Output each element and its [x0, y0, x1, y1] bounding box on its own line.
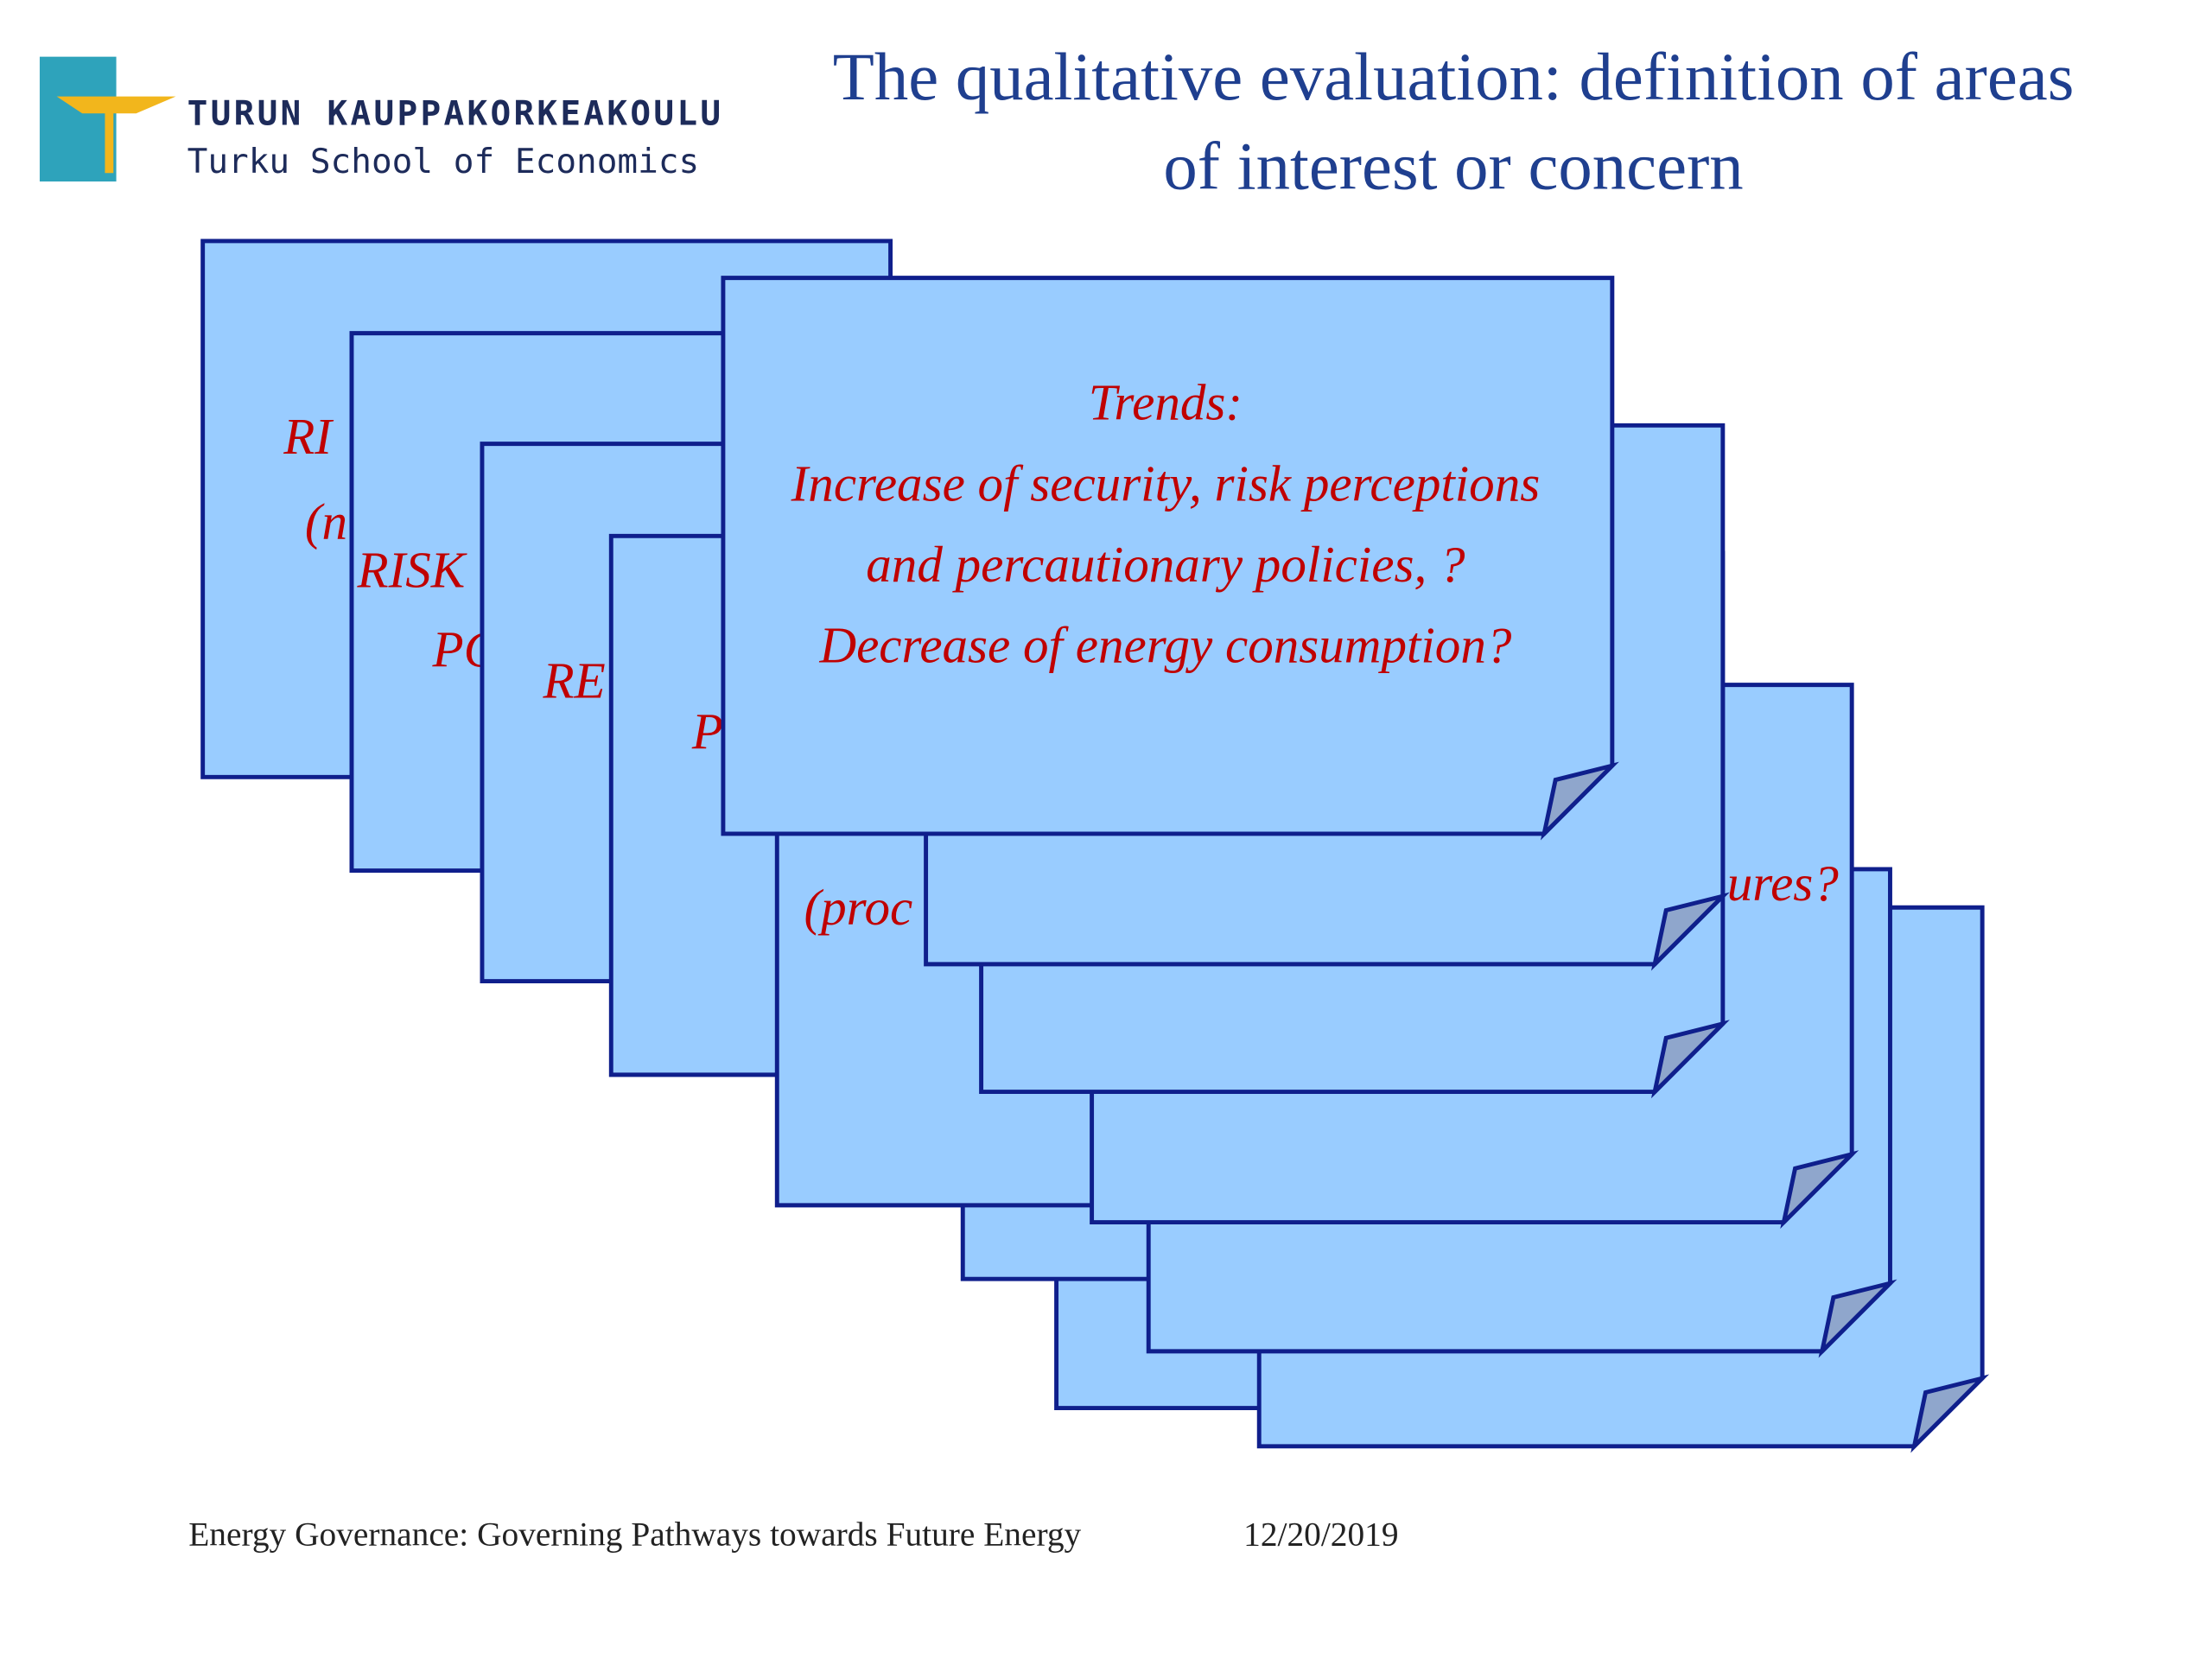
card-fold [1540, 761, 1619, 841]
footer-date: 12/20/2019 [1243, 1516, 1398, 1554]
trends-line: Decrease of energy consumption? [818, 616, 1511, 673]
logo-line1: TURUN KAUPPAKORKEAKOULU [188, 93, 724, 133]
card-text: (proc [804, 879, 912, 936]
logo-square [39, 56, 117, 182]
trends-line: and percautionary policies, ? [866, 536, 1465, 593]
card-fold [1650, 1020, 1730, 1099]
logo-emblem [56, 96, 176, 174]
card-fold [1910, 1374, 1990, 1453]
card-fold [1650, 892, 1730, 971]
card-text: P [691, 702, 723, 760]
card-fold [1780, 1150, 1859, 1230]
card-text: (n [305, 493, 347, 550]
footer-text: Energy Governance: Governing Pathways to… [188, 1516, 1081, 1554]
trends-line: Increase of security, risk perceptions [791, 454, 1541, 512]
card-text: RISK [357, 541, 467, 598]
card-text: RE [543, 652, 606, 709]
card-fold [1818, 1279, 1897, 1358]
card-text: RI [283, 408, 334, 465]
trends-line: Trends: [1089, 374, 1243, 431]
title-line: of interest or concern [1163, 129, 1743, 204]
logo-line2: Turku School of Economics [188, 142, 700, 181]
card-text: ures? [1727, 855, 1840, 912]
title-line: The qualitative evaluation: definition o… [833, 40, 2075, 115]
logo: TURUN KAUPPAKORKEAKOULU Turku School of … [39, 56, 724, 182]
